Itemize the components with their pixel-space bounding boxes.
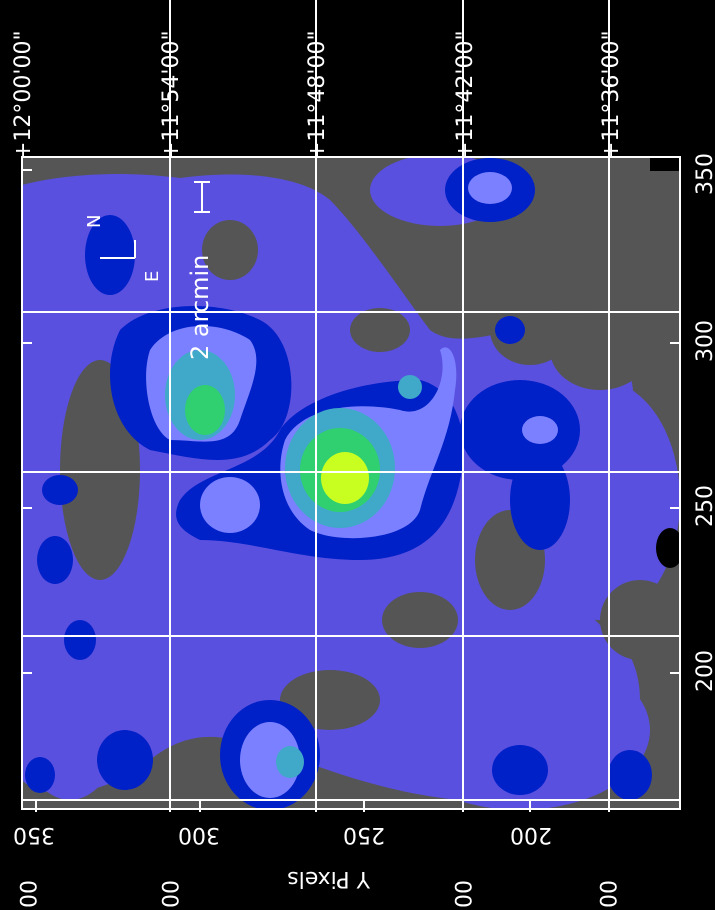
bottom-dec-label-3: 00" <box>449 880 474 910</box>
y-axis-label: Y Pixels <box>287 866 371 891</box>
bottom-dec-label-1: 00" <box>14 880 39 910</box>
dec-label-1: +12°00'00" <box>11 30 36 160</box>
pixel-tick-350-right: 350 <box>693 153 715 195</box>
scale-bar-label: 2 arcmin <box>186 255 214 360</box>
intensity-map <box>22 157 680 809</box>
bottom-dec-label-2: 00" <box>156 880 181 910</box>
bottom-pixel-ticks: 350 300 250 200 <box>13 822 552 847</box>
pixel-tick-200-bottom: 200 <box>510 822 552 847</box>
pixel-tick-350-bottom: 350 <box>13 822 55 847</box>
bottom-dec-labels: 00" 00" 00" 00" <box>14 880 619 910</box>
bottom-dec-label-4: 00" <box>594 880 619 910</box>
pixel-tick-300-bottom: 300 <box>178 822 220 847</box>
compass-indicator: N E <box>84 215 163 282</box>
compass-east: E <box>142 271 163 282</box>
dec-label-5: +11°36'00" <box>599 30 624 160</box>
pixel-tick-250-right: 250 <box>693 485 715 527</box>
dec-label-2: +11°54'00" <box>159 30 184 160</box>
scale-bar: 2 arcmin <box>186 181 214 360</box>
pixel-tick-250-bottom: 250 <box>343 822 385 847</box>
top-dec-labels: +12°00'00" +11°54'00" +11°48'00" +11°42'… <box>11 30 624 160</box>
coordinate-grid <box>21 0 681 812</box>
pixel-tick-300-right: 300 <box>693 320 715 362</box>
dec-label-3: +11°48'00" <box>305 30 330 160</box>
compass-north: N <box>84 215 105 228</box>
right-pixel-ticks: 350 300 250 200 <box>693 153 715 692</box>
pixel-tick-200-right: 200 <box>693 650 715 692</box>
compass-arrows <box>100 240 136 259</box>
dec-label-4: +11°42'00" <box>453 30 478 160</box>
